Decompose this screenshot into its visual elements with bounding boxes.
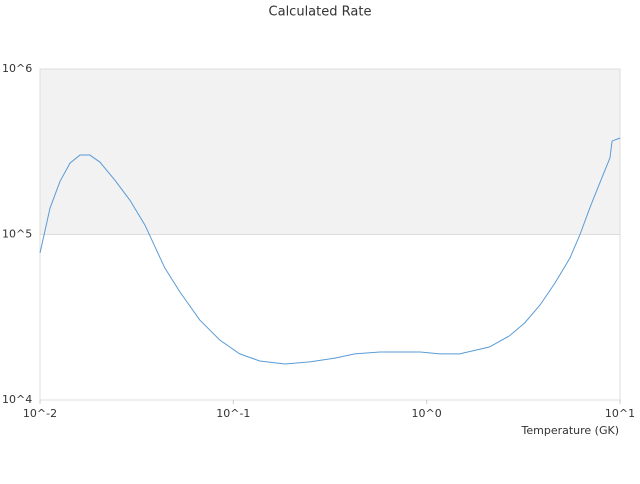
y-tick-label: 10^5 <box>2 228 32 241</box>
x-axis-label: Temperature (GK) <box>521 424 620 437</box>
x-tick-label: 10^1 <box>605 407 635 420</box>
y-tick-label: 10^6 <box>2 62 32 75</box>
y-tick-label: 10^4 <box>2 393 32 406</box>
plot-band <box>40 69 620 235</box>
x-tick-label: 10^0 <box>412 407 442 420</box>
chart-title: Calculated Rate <box>269 5 372 20</box>
x-tick-label: 10^-2 <box>23 407 57 420</box>
line-series <box>39 137 621 365</box>
x-tick-label: 10^-1 <box>216 407 250 420</box>
